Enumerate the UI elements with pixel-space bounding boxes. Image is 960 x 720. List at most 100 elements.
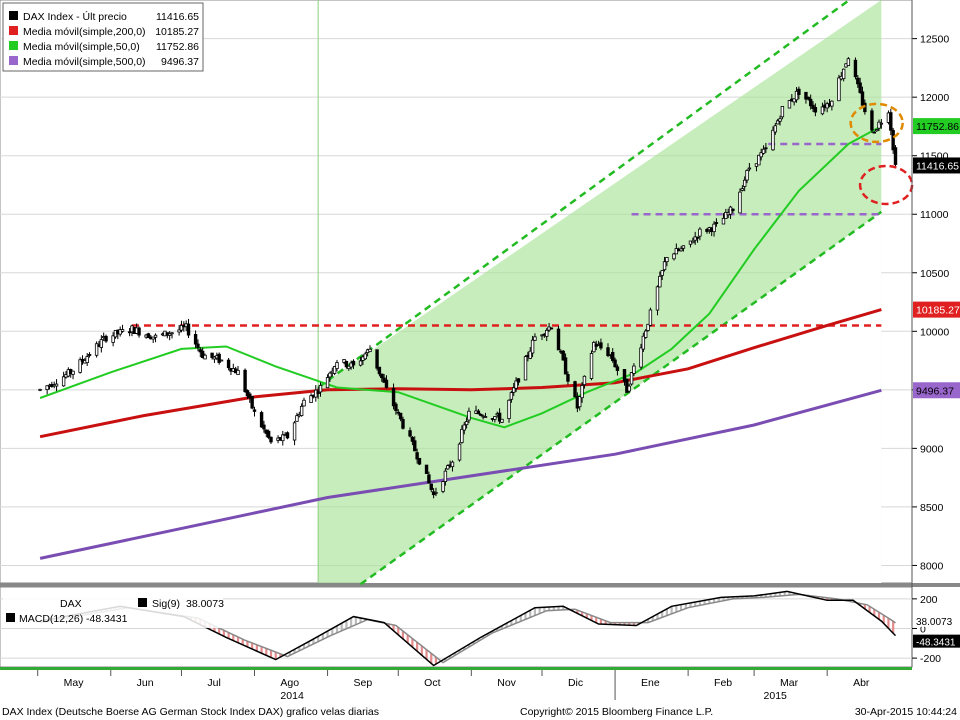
candle (646, 323, 650, 332)
candle (545, 328, 549, 342)
candle-body (54, 383, 59, 387)
candle-body (794, 90, 799, 101)
candle-body (665, 257, 669, 263)
candle (118, 326, 122, 337)
candle-body (391, 387, 396, 407)
ma50-line (39, 125, 882, 429)
panel-separator (0, 583, 960, 587)
candle-body (398, 412, 403, 420)
candle-body (186, 323, 191, 336)
candle-body (396, 411, 400, 414)
candle-body (377, 366, 382, 375)
candle-body (460, 428, 464, 443)
candle (580, 382, 584, 403)
candle-body (415, 452, 419, 460)
candle-body (858, 82, 862, 93)
candle-body (613, 359, 617, 368)
candle-body (563, 357, 568, 375)
candle-body (545, 329, 549, 337)
candle-body (236, 370, 240, 376)
candle (479, 413, 483, 417)
candle (874, 128, 879, 132)
candle (45, 385, 49, 395)
candle-body (219, 359, 224, 362)
y-tick-label-10500: 10500 (920, 268, 949, 280)
candle (837, 74, 841, 102)
candle-body (269, 436, 273, 443)
candle (556, 325, 561, 351)
candle-body (787, 100, 792, 109)
candle (54, 379, 59, 392)
candle-body (662, 261, 667, 271)
candle-body (639, 347, 643, 368)
candle (153, 333, 158, 343)
candle (879, 119, 884, 129)
x-month-label-7: Dic (568, 677, 583, 689)
candle (252, 406, 257, 417)
y-tick-label-8000: 8000 (920, 560, 944, 572)
candle (639, 343, 643, 370)
candle (266, 429, 271, 440)
candle (627, 383, 631, 393)
candle (429, 483, 433, 493)
candle (714, 218, 719, 227)
candle-body (153, 334, 158, 338)
candle (509, 390, 514, 403)
candle (467, 407, 471, 424)
candle-body (266, 430, 271, 438)
candle-body (120, 329, 125, 332)
candle-body (611, 352, 615, 361)
legend-swatch-ma200 (9, 26, 18, 35)
candle-body (45, 385, 49, 391)
candle (410, 436, 415, 446)
candle (398, 412, 403, 422)
candle-body (344, 361, 349, 368)
candle-body (118, 329, 122, 335)
candle-body (759, 152, 763, 158)
candle-body (778, 118, 782, 122)
candle (417, 457, 422, 466)
legend-background (2, 2, 204, 72)
candle (582, 375, 587, 389)
candle-body (731, 208, 735, 212)
candle (464, 417, 469, 429)
candle-body (523, 356, 528, 381)
candle-body (203, 354, 207, 360)
candle (219, 359, 224, 362)
candle-body (137, 327, 141, 336)
candle (394, 402, 398, 415)
candle-body (641, 335, 646, 350)
candle-body (530, 339, 535, 354)
candle-body (622, 369, 627, 382)
candle (332, 365, 337, 376)
candle-body (328, 372, 332, 378)
candle (806, 96, 811, 101)
candle-body (712, 223, 716, 233)
candle (561, 350, 565, 361)
candle (681, 245, 686, 252)
candle (384, 375, 389, 389)
candle-body (384, 379, 389, 388)
candle (476, 409, 481, 415)
candle-body (632, 365, 636, 374)
x-month-label-9: Feb (714, 677, 732, 689)
ma200-line (39, 308, 882, 439)
candle (792, 98, 796, 106)
right-label-box-0 (913, 118, 960, 135)
candle (71, 370, 75, 380)
candle (530, 335, 535, 358)
candle (457, 442, 462, 462)
candle (877, 119, 881, 131)
candle (698, 227, 702, 241)
legend-value-ma200: 10185.27 (155, 26, 199, 38)
candle-body (592, 342, 596, 353)
candle-body (646, 323, 650, 331)
candle-body (380, 373, 384, 379)
candle (259, 410, 264, 428)
candle-body (674, 248, 679, 255)
x-month-label-5: Oct (424, 677, 440, 689)
candle (507, 399, 511, 423)
legend-label-ma200: Media móvil(simple,200,0) (23, 26, 146, 38)
candle-body (309, 395, 313, 403)
candle-body (775, 120, 780, 125)
